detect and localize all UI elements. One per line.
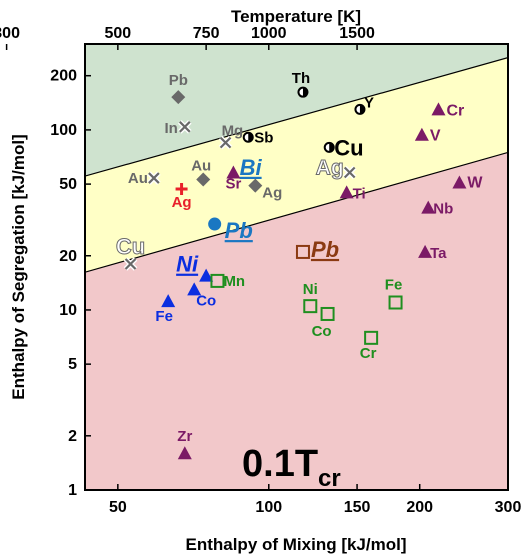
point-label-fe: Fe (155, 308, 173, 325)
point-label-sr: Sr (225, 175, 241, 192)
y-tick-label: 5 (68, 356, 77, 373)
marker-ag-12 (175, 182, 188, 195)
point-label-y: Y (364, 94, 374, 111)
y-tick-label: 50 (59, 176, 77, 193)
marker-fe-24 (161, 294, 176, 308)
marker-ti-16 (339, 185, 354, 199)
marker-v-7 (414, 127, 429, 141)
lower-region-fill (85, 152, 508, 490)
marker-y-5-fill (359, 104, 365, 114)
marker-co-28 (320, 306, 335, 321)
marker-pb-0 (171, 90, 186, 105)
point-label-fe: Fe (385, 276, 403, 293)
point-label-w: W (467, 175, 483, 192)
y-tick-label: 200 (50, 68, 77, 85)
marker-cr-30 (364, 330, 379, 345)
annotation-subscript: cr (318, 465, 341, 492)
axis-ticks: 1 2 5 10 20 50 100 200 50 100 150 200 300 300 500 750 10… (0, 25, 521, 516)
point-label-co: Co (312, 323, 332, 340)
marker-pb-26 (295, 244, 310, 259)
point-label-au: Au (191, 158, 211, 175)
middle-region-fill (85, 57, 508, 273)
marker-ag-15-stroke (343, 166, 356, 179)
y-tick-label: 10 (59, 302, 77, 319)
point-label-ni: Ni (303, 281, 318, 298)
y-tick-label: 2 (68, 428, 77, 445)
marker-mn-25 (210, 273, 225, 288)
plot-frame (84, 43, 509, 491)
point-label-sb: Sb (254, 129, 273, 146)
marker-au-11 (196, 172, 211, 187)
top-tick-label: 1500 (339, 25, 375, 42)
y-tick-label: 100 (50, 122, 77, 139)
marker-mg-2-stroke (219, 136, 232, 149)
marker-sb-3-fill (248, 132, 253, 142)
upper-boundary-line (85, 57, 508, 177)
marker-ta-19 (418, 244, 433, 258)
point-label-th: Th (292, 70, 310, 87)
top-tick-label: 300 (0, 25, 20, 42)
point-label-nb: Nb (433, 201, 453, 218)
point-label-pb: Pb (311, 237, 339, 262)
point-label-ag: Ag (316, 156, 344, 179)
marker-pb-21 (208, 217, 222, 231)
x-tick-label: 300 (495, 499, 522, 516)
y-tick-label: 1 (68, 482, 77, 499)
top-tick-label: 500 (104, 25, 131, 42)
point-label-cr: Cr (446, 102, 464, 119)
point-label-co: Co (196, 292, 216, 309)
x-tick-label: 200 (406, 499, 433, 516)
point-label-mg: Mg (222, 123, 244, 140)
point-label-ag: Ag (172, 194, 192, 211)
marker-fe-29 (388, 295, 403, 310)
annotation-main: 0.1T (242, 443, 318, 485)
point-label-pb: Pb (169, 72, 188, 89)
marker-th-4-fill (302, 87, 308, 97)
point-label-v: V (430, 128, 441, 145)
y-axis-label: Enthalpy of Segregation [kJ/mol] (9, 134, 28, 399)
point-label-cr: Cr (360, 345, 377, 362)
point-label-cu: Cu (116, 234, 145, 259)
point-label-au: Au (128, 170, 148, 187)
point-label-ti: Ti (353, 185, 366, 202)
point-label-zr: Zr (177, 428, 192, 445)
marker-cu-8-fill (329, 142, 334, 152)
marker-ni-27 (303, 299, 318, 314)
point-label-in: In (164, 120, 177, 137)
temperature-annotation: 0.1Tcr (242, 443, 341, 492)
x-axis-label: Enthalpy of Mixing [kJ/mol] (185, 535, 406, 554)
marker-sr-13 (226, 165, 241, 179)
point-label-pb: Pb (225, 218, 253, 243)
marker-ni-22 (199, 268, 214, 282)
point-label-mn: Mn (223, 273, 245, 290)
marker-cu-20-stroke (124, 258, 137, 270)
upper-region-fill (85, 44, 508, 177)
x-tick-label: 150 (344, 499, 371, 516)
point-label-bi: Bi (240, 155, 263, 180)
marker-nb-18 (421, 200, 436, 214)
marker-in-1-stroke (179, 121, 191, 133)
marker-au-10-stroke (148, 172, 160, 184)
lower-boundary-line (85, 151, 508, 273)
marker-ag-14 (248, 178, 263, 193)
y-tick-label: 20 (59, 248, 77, 265)
marker-w-17 (452, 175, 467, 189)
top-tick-label: 1000 (251, 25, 287, 42)
top-tick-label: 750 (193, 25, 220, 42)
x-tick-label: 50 (109, 499, 127, 516)
marker-zr-31 (177, 446, 192, 460)
point-label-ag: Ag (262, 185, 282, 202)
point-label-cu: Cu (334, 135, 363, 160)
point-label-ni: Ni (176, 252, 199, 277)
marker-cr-6 (431, 102, 446, 116)
marker-co-23 (187, 282, 202, 296)
data-marks: Pb In Mg Sb Th Y Cr V Cu Bi Au Au Ag Sr Ag Ag Ti W Nb Ta Cu P… (115, 70, 483, 460)
top-axis-label: Temperature [K] (231, 7, 361, 26)
point-label-ta: Ta (430, 245, 447, 262)
x-tick-label: 100 (255, 499, 282, 516)
